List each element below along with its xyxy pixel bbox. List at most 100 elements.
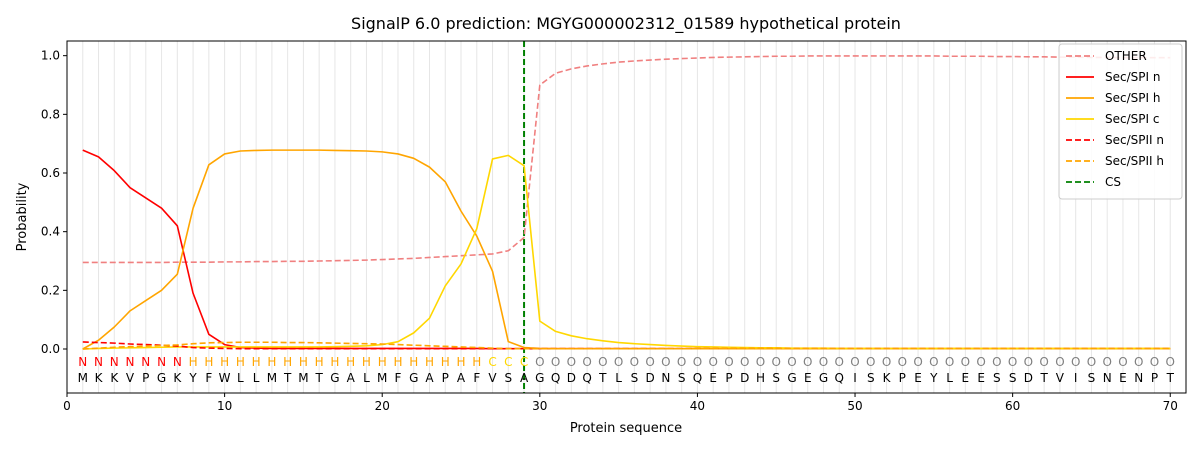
series-lines: [82, 55, 1171, 350]
series-line-other: [82, 55, 1171, 264]
region-label: H: [299, 355, 308, 369]
y-tick-label: 0.0: [41, 342, 60, 356]
residue-label: M: [78, 371, 88, 385]
residue-label: T: [314, 371, 323, 385]
x-axis-ticks: 0 10 20 30 40 50 60 70: [63, 393, 1178, 413]
region-label: H: [236, 355, 245, 369]
region-label: O: [1087, 355, 1096, 369]
region-label: H: [409, 355, 418, 369]
region-label: H: [378, 355, 387, 369]
residue-label: W: [219, 371, 231, 385]
region-label: H: [220, 355, 229, 369]
region-label: O: [835, 355, 844, 369]
residue-label: D: [740, 371, 749, 385]
residue-label: D: [646, 371, 655, 385]
residue-label: F: [205, 371, 212, 385]
region-label: O: [913, 355, 922, 369]
region-label: N: [110, 355, 119, 369]
residue-label: P: [899, 371, 906, 385]
legend-label: Sec/SPII h: [1105, 154, 1164, 168]
x-tick-label: 30: [532, 399, 547, 413]
residue-label: K: [173, 371, 182, 385]
region-label: O: [898, 355, 907, 369]
residue-label: E: [977, 371, 985, 385]
region-label: N: [173, 355, 182, 369]
series-line-sec-spi-c: [82, 154, 1171, 350]
region-label: O: [740, 355, 749, 369]
region-label: O: [1008, 355, 1017, 369]
residue-label: L: [615, 371, 622, 385]
region-label: O: [598, 355, 607, 369]
series-line-sec-spii-h: [82, 341, 1171, 350]
residue-label: N: [1103, 371, 1112, 385]
region-label: N: [141, 355, 150, 369]
residue-label: E: [709, 371, 717, 385]
region-label: O: [961, 355, 970, 369]
region-label: O: [771, 355, 780, 369]
region-label: H: [441, 355, 450, 369]
region-label: H: [425, 355, 434, 369]
residue-label: L: [253, 371, 260, 385]
residue-label: Y: [188, 371, 197, 385]
region-label: O: [677, 355, 686, 369]
residue-label: M: [377, 371, 387, 385]
region-label: H: [315, 355, 324, 369]
region-label: O: [535, 355, 544, 369]
residue-label: T: [598, 371, 607, 385]
residue-label: S: [1088, 371, 1096, 385]
residue-label: M: [267, 371, 277, 385]
region-label: O: [803, 355, 812, 369]
region-label: N: [78, 355, 87, 369]
residue-label: S: [504, 371, 512, 385]
residue-label: E: [804, 371, 812, 385]
region-label: N: [126, 355, 135, 369]
region-label: O: [1150, 355, 1159, 369]
residue-label: H: [756, 371, 765, 385]
residue-label: K: [110, 371, 119, 385]
residue-label: K: [95, 371, 104, 385]
residue-label: N: [661, 371, 670, 385]
region-label: O: [630, 355, 639, 369]
region-label: O: [582, 355, 591, 369]
residue-label: A: [520, 371, 529, 385]
residue-label: L: [237, 371, 244, 385]
residue-label: T: [1166, 371, 1175, 385]
region-label: O: [567, 355, 576, 369]
region-label: H: [330, 355, 339, 369]
region-label: O: [1024, 355, 1033, 369]
residue-label: A: [347, 371, 356, 385]
residue-label: L: [363, 371, 370, 385]
region-label: O: [992, 355, 1001, 369]
region-label: O: [819, 355, 828, 369]
residue-label: G: [409, 371, 418, 385]
residue-label: T: [1039, 371, 1048, 385]
y-tick-label: 0.8: [41, 107, 60, 121]
residue-label: P: [442, 371, 449, 385]
residue-label: V: [488, 371, 497, 385]
y-tick-label: 0.6: [41, 166, 60, 180]
region-label: O: [614, 355, 623, 369]
residue-label: Q: [582, 371, 591, 385]
residue-label: E: [962, 371, 970, 385]
residue-label: L: [946, 371, 953, 385]
residue-label: S: [1009, 371, 1017, 385]
region-label: O: [1039, 355, 1048, 369]
x-tick-label: 40: [690, 399, 705, 413]
x-tick-label: 60: [1005, 399, 1020, 413]
residue-label: G: [157, 371, 166, 385]
residue-label: Q: [693, 371, 702, 385]
residue-label: V: [1056, 371, 1065, 385]
region-label: O: [756, 355, 765, 369]
region-label: O: [1134, 355, 1143, 369]
legend: OTHER Sec/SPI n Sec/SPI h Sec/SPI c Sec/SPII…: [1058, 43, 1183, 200]
region-label: O: [850, 355, 859, 369]
region-label: H: [346, 355, 355, 369]
chart-title: SignalP 6.0 prediction: MGYG000002312_01…: [351, 14, 901, 34]
region-label: H: [189, 355, 198, 369]
residue-label: G: [535, 371, 544, 385]
x-tick-label: 20: [375, 399, 390, 413]
residue-label: D: [567, 371, 576, 385]
legend-label: OTHER: [1105, 49, 1147, 63]
legend-label: CS: [1105, 175, 1121, 189]
